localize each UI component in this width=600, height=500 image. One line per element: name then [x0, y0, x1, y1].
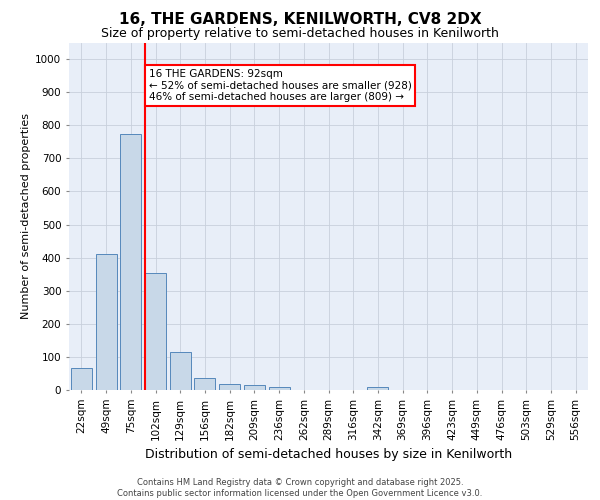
- Bar: [170, 352, 191, 390]
- Bar: [120, 134, 141, 390]
- Text: 16, THE GARDENS, KENILWORTH, CV8 2DX: 16, THE GARDENS, KENILWORTH, CV8 2DX: [119, 12, 481, 28]
- Text: Contains HM Land Registry data © Crown copyright and database right 2025.
Contai: Contains HM Land Registry data © Crown c…: [118, 478, 482, 498]
- Bar: [95, 254, 116, 390]
- Bar: [244, 385, 265, 390]
- Bar: [367, 386, 388, 390]
- X-axis label: Distribution of semi-detached houses by size in Kenilworth: Distribution of semi-detached houses by …: [145, 448, 512, 461]
- Bar: [194, 378, 215, 390]
- Bar: [219, 384, 240, 390]
- Bar: [145, 272, 166, 390]
- Bar: [71, 368, 92, 390]
- Text: Size of property relative to semi-detached houses in Kenilworth: Size of property relative to semi-detach…: [101, 28, 499, 40]
- Text: 16 THE GARDENS: 92sqm
← 52% of semi-detached houses are smaller (928)
46% of sem: 16 THE GARDENS: 92sqm ← 52% of semi-deta…: [149, 69, 412, 102]
- Y-axis label: Number of semi-detached properties: Number of semi-detached properties: [21, 114, 31, 320]
- Bar: [269, 386, 290, 390]
